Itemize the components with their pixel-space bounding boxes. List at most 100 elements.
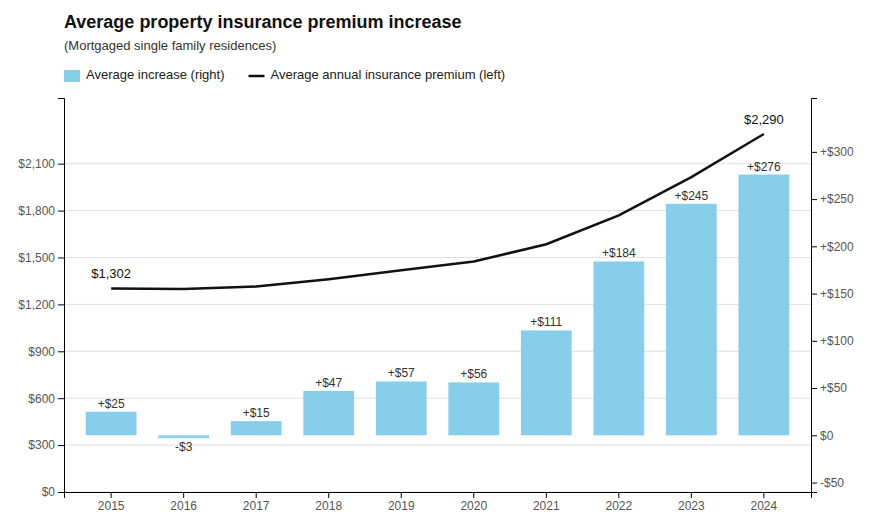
bar <box>86 412 137 436</box>
tick: +$100 <box>811 334 854 348</box>
tick-mark <box>58 211 64 212</box>
y2-axis: -$50 $0 +$50 +$100 +$150 +$200 +$250 +$300 <box>811 99 854 493</box>
tick: +$150 <box>811 287 854 301</box>
tick: $0 <box>811 429 834 443</box>
bar <box>231 421 282 435</box>
tick-label: $0 <box>42 485 56 499</box>
subtitle: (Mortgaged single family residences) <box>64 38 276 53</box>
tick: 2021 <box>533 492 560 513</box>
tick-mark <box>58 257 64 258</box>
data-label: +$47 <box>315 376 342 390</box>
tick-label: 2016 <box>170 499 197 513</box>
grid <box>64 164 811 492</box>
tick-mark <box>618 492 619 498</box>
tick: 2023 <box>678 492 705 513</box>
axis-line <box>58 99 65 493</box>
tick-label: $900 <box>28 345 55 359</box>
tick-mark <box>811 435 817 436</box>
tick-label: 2015 <box>98 499 125 513</box>
tick-mark <box>401 492 402 498</box>
tick-mark <box>811 294 817 295</box>
data-label: +$57 <box>388 366 415 380</box>
tick-mark <box>183 492 184 498</box>
tick: 2015 <box>98 492 125 513</box>
tick-label: $300 <box>28 438 55 452</box>
annotation: $2,290 <box>744 112 784 127</box>
data-label: +$111 <box>530 315 562 329</box>
x-axis: 2015 2016 2017 2018 2019 2020 2021 2022 2023 2024 <box>65 492 812 513</box>
tick: $0 <box>42 485 64 499</box>
bar <box>666 204 717 435</box>
tick-label: 2023 <box>678 499 705 513</box>
data-label: +$276 <box>747 160 781 174</box>
tick: $1,200 <box>18 298 64 312</box>
legend: Average increase (right) Average annual i… <box>64 67 505 82</box>
tick-label: 2021 <box>533 499 560 513</box>
bar <box>448 382 499 435</box>
tick-label: 2020 <box>460 499 487 513</box>
tick: +$250 <box>811 192 854 206</box>
plot-area: $0 $300 $600 $900 $1,200 $1,500 $1,800 $2,100 -$… <box>18 99 854 513</box>
tick-mark <box>58 398 64 399</box>
tick-label: 2018 <box>315 499 342 513</box>
data-label: +$25 <box>98 397 125 411</box>
axis-line <box>812 99 818 493</box>
tick-label: $2,100 <box>18 157 55 171</box>
tick-mark <box>811 388 817 389</box>
tick: 2017 <box>243 492 270 513</box>
tick: +$200 <box>811 240 854 254</box>
tick-label: 2019 <box>388 499 415 513</box>
tick: $600 <box>28 392 64 406</box>
tick-mark <box>58 445 64 446</box>
tick-label: $1,800 <box>18 204 55 218</box>
tick-label: +$250 <box>820 192 854 206</box>
tick: $900 <box>28 345 64 359</box>
tick-mark <box>58 351 64 352</box>
legend-item: Average increase (right) <box>64 67 225 82</box>
tick-mark <box>473 492 474 498</box>
tick: $2,100 <box>18 157 64 171</box>
tick-mark <box>811 199 817 200</box>
annotation: $1,302 <box>91 266 131 281</box>
bar <box>376 381 427 435</box>
data-label: +$245 <box>674 189 708 203</box>
tick-label: $600 <box>28 392 55 406</box>
tick-mark <box>58 492 64 493</box>
tick: -$50 <box>811 476 844 490</box>
tick-mark <box>763 492 764 498</box>
tick-mark <box>811 152 817 153</box>
tick: 2018 <box>315 492 342 513</box>
tick-label: $1,500 <box>18 251 55 265</box>
bar <box>593 261 644 435</box>
tick: 2022 <box>605 492 632 513</box>
tick-label: +$50 <box>820 381 847 395</box>
tick-label: 2017 <box>243 499 270 513</box>
tick-label: $1,200 <box>18 298 55 312</box>
chart-svg: Average property insurance premium incre… <box>0 0 875 524</box>
legend-label: Average increase (right) <box>86 67 225 82</box>
tick: +$300 <box>811 145 854 159</box>
marks <box>86 134 789 438</box>
tick-mark <box>58 164 64 165</box>
tick-mark <box>546 492 547 498</box>
legend-item: Average annual insurance premium (left) <box>249 67 506 82</box>
legend-swatch <box>249 75 265 78</box>
tick-label: +$200 <box>820 240 854 254</box>
data-label: +$184 <box>602 246 636 260</box>
tick: $1,800 <box>18 204 64 218</box>
tick: 2019 <box>388 492 415 513</box>
tick-mark <box>256 492 257 498</box>
bar <box>738 175 789 436</box>
tick: $300 <box>28 438 64 452</box>
line <box>111 134 764 289</box>
tick-label: +$150 <box>820 287 854 301</box>
data-label: +$15 <box>243 406 270 420</box>
title: Average property insurance premium incre… <box>64 12 462 32</box>
tick-mark <box>691 492 692 498</box>
bar <box>303 391 354 435</box>
tick-mark <box>811 341 817 342</box>
tick-label: $0 <box>820 429 834 443</box>
tick-label: 2024 <box>751 499 778 513</box>
labels: +$25-$3+$15+$47+$57+$56+$111+$184+$245+$… <box>91 112 783 454</box>
tick: 2016 <box>170 492 197 513</box>
